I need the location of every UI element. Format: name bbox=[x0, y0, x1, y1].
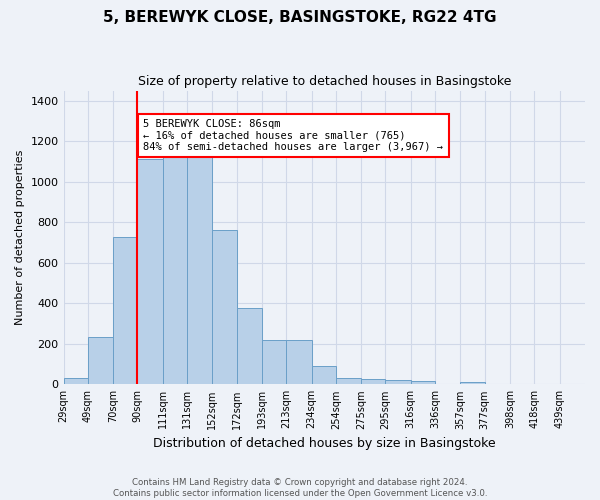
Title: Size of property relative to detached houses in Basingstoke: Size of property relative to detached ho… bbox=[137, 75, 511, 88]
Bar bbox=[236, 308, 262, 384]
Bar bbox=[286, 340, 311, 384]
Bar bbox=[460, 382, 485, 384]
Bar bbox=[137, 160, 163, 384]
Bar bbox=[64, 378, 88, 384]
Y-axis label: Number of detached properties: Number of detached properties bbox=[15, 150, 25, 325]
Bar bbox=[88, 336, 113, 384]
Bar bbox=[262, 340, 286, 384]
Bar bbox=[311, 366, 336, 384]
Text: 5 BEREWYK CLOSE: 86sqm
← 16% of detached houses are smaller (765)
84% of semi-de: 5 BEREWYK CLOSE: 86sqm ← 16% of detached… bbox=[143, 119, 443, 152]
Bar bbox=[187, 158, 212, 384]
Bar bbox=[163, 158, 187, 384]
Bar bbox=[361, 379, 385, 384]
Bar bbox=[212, 230, 236, 384]
Bar bbox=[336, 378, 361, 384]
Bar bbox=[411, 380, 435, 384]
Text: Contains HM Land Registry data © Crown copyright and database right 2024.
Contai: Contains HM Land Registry data © Crown c… bbox=[113, 478, 487, 498]
X-axis label: Distribution of detached houses by size in Basingstoke: Distribution of detached houses by size … bbox=[153, 437, 496, 450]
Text: 5, BEREWYK CLOSE, BASINGSTOKE, RG22 4TG: 5, BEREWYK CLOSE, BASINGSTOKE, RG22 4TG bbox=[103, 10, 497, 25]
Bar bbox=[113, 238, 137, 384]
Bar bbox=[385, 380, 411, 384]
